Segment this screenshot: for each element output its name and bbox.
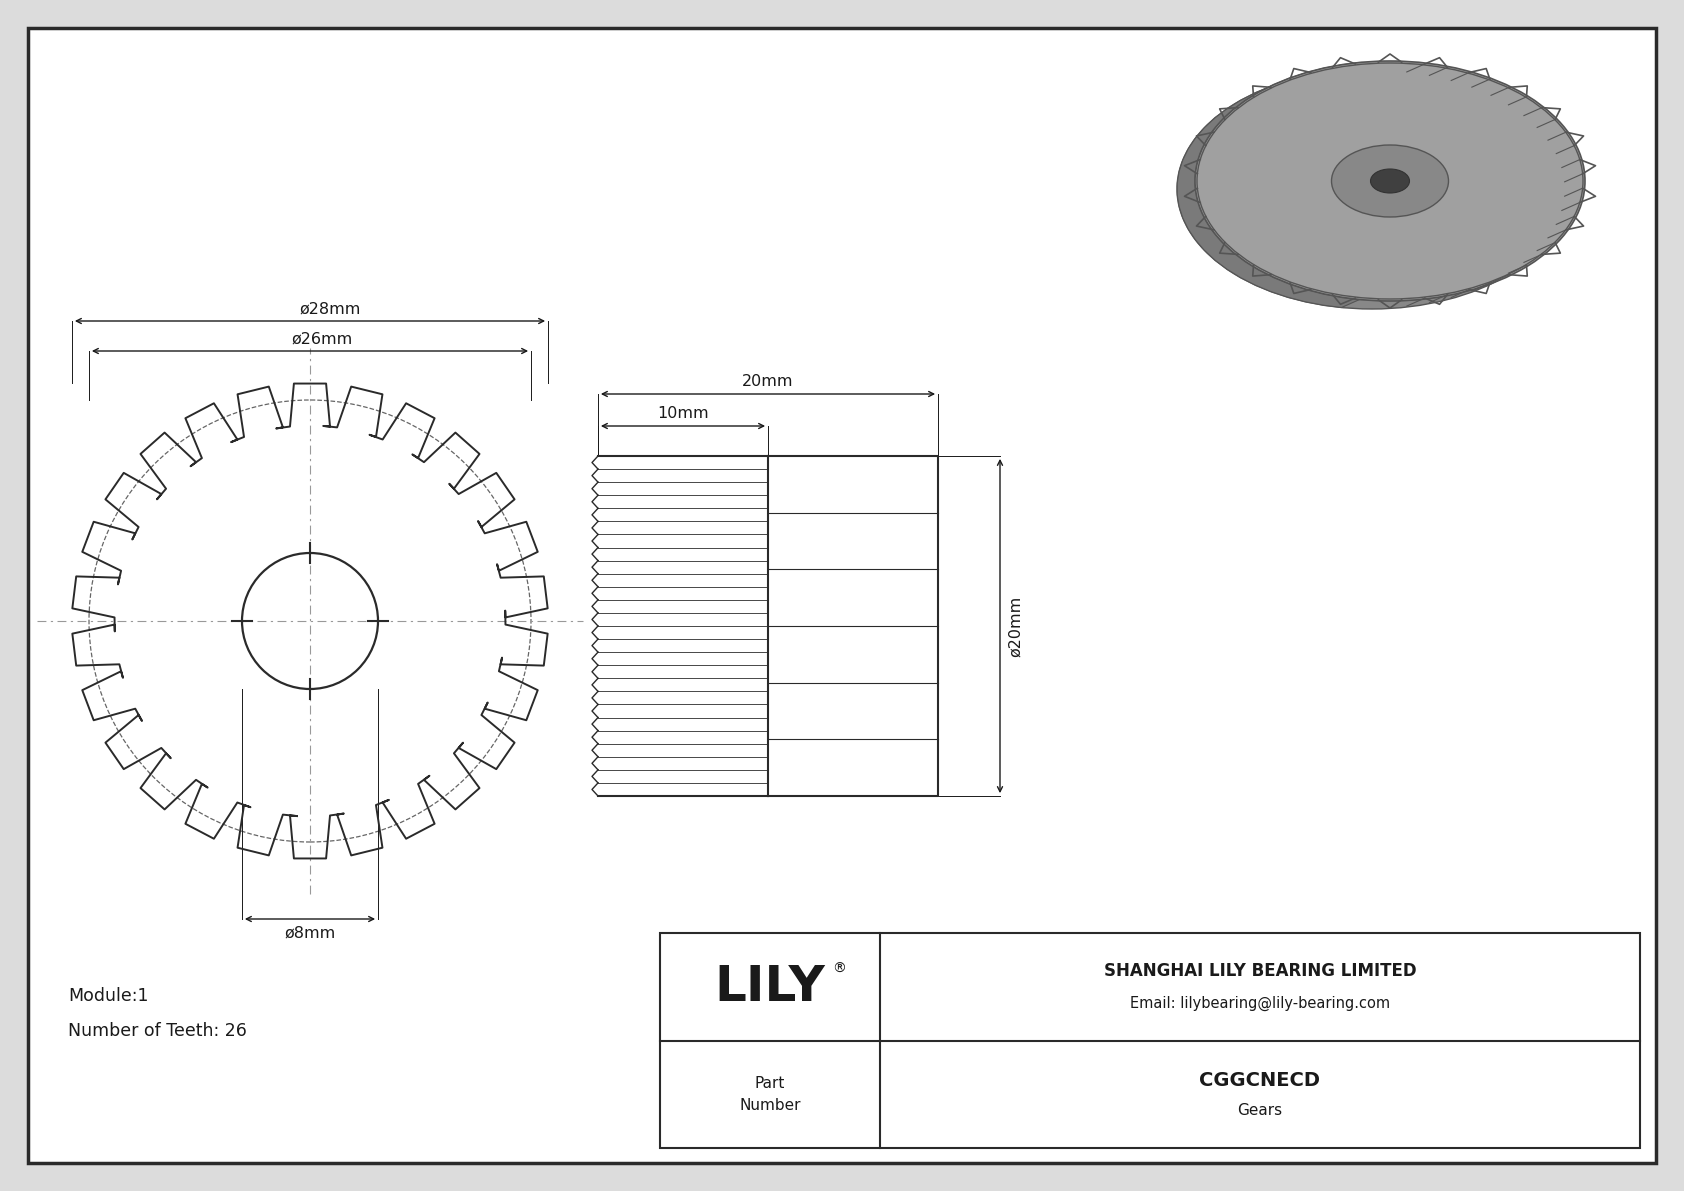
Text: 10mm: 10mm bbox=[657, 406, 709, 420]
Ellipse shape bbox=[1177, 69, 1568, 308]
Text: 20mm: 20mm bbox=[743, 374, 793, 389]
Ellipse shape bbox=[1196, 61, 1585, 301]
Text: Gears: Gears bbox=[1238, 1103, 1283, 1118]
Ellipse shape bbox=[1371, 169, 1410, 193]
Text: Module:1: Module:1 bbox=[67, 987, 148, 1005]
Text: ø20mm: ø20mm bbox=[1009, 596, 1022, 656]
Text: SHANGHAI LILY BEARING LIMITED: SHANGHAI LILY BEARING LIMITED bbox=[1103, 962, 1416, 980]
Text: ø26mm: ø26mm bbox=[291, 331, 352, 347]
Polygon shape bbox=[1177, 62, 1359, 307]
Bar bbox=[660, 933, 1640, 1148]
Text: LILY: LILY bbox=[714, 964, 825, 1011]
Text: ®: ® bbox=[832, 962, 845, 975]
Text: ø28mm: ø28mm bbox=[300, 301, 360, 316]
Text: Part
Number: Part Number bbox=[739, 1077, 802, 1112]
Text: ø8mm: ø8mm bbox=[285, 925, 335, 941]
Ellipse shape bbox=[1332, 145, 1448, 217]
Text: CGGCNECD: CGGCNECD bbox=[1199, 1071, 1320, 1090]
Text: Number of Teeth: 26: Number of Teeth: 26 bbox=[67, 1022, 248, 1040]
Text: Email: lilybearing@lily-bearing.com: Email: lilybearing@lily-bearing.com bbox=[1130, 996, 1389, 1011]
